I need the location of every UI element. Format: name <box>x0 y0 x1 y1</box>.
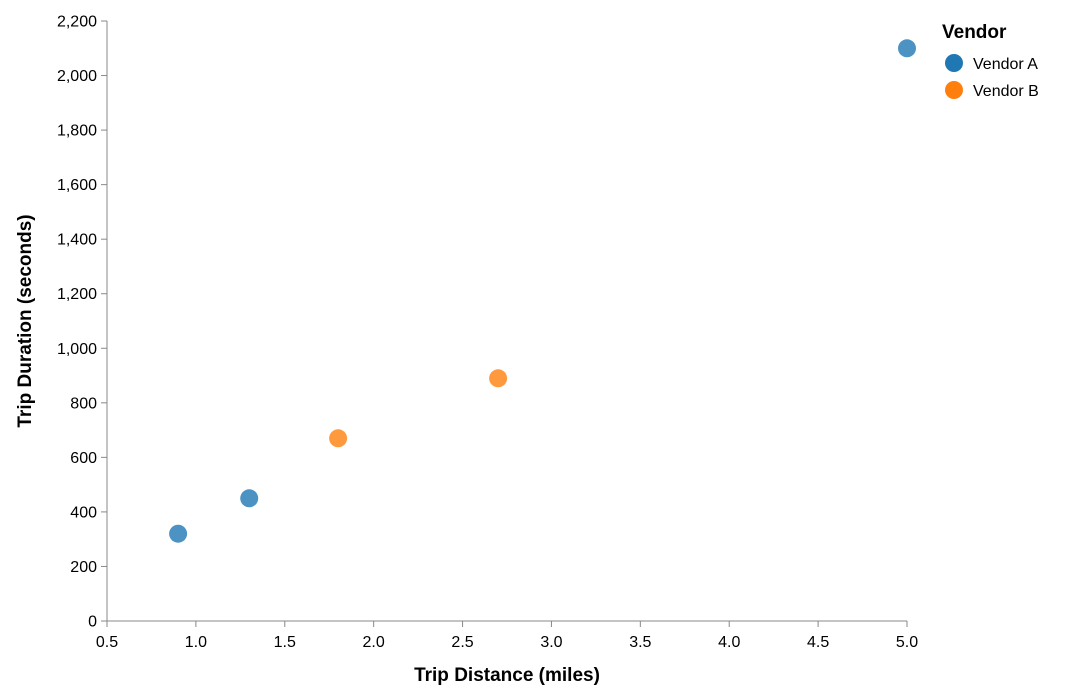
y-tick-label: 1,400 <box>57 232 97 249</box>
data-point-vendor-a <box>240 489 259 508</box>
data-point-vendor-a <box>898 39 916 58</box>
legend-title: Vendor <box>942 22 1007 43</box>
x-tick-label: 1.0 <box>185 634 207 651</box>
data-point-vendor-b <box>329 429 348 448</box>
legend-item-vendor-b: Vendor B <box>945 81 1039 100</box>
x-tick-label: 2.5 <box>451 634 473 651</box>
y-tick-label: 0 <box>88 614 97 631</box>
y-axis-title: Trip Duration (seconds) <box>15 214 36 427</box>
y-tick-label: 1,600 <box>57 177 97 194</box>
y-tick-label: 200 <box>70 559 97 576</box>
x-tick-label: 1.5 <box>274 634 296 651</box>
data-point-vendor-a <box>169 524 188 543</box>
legend: Vendor Vendor A Vendor B <box>942 22 1039 100</box>
legend-item-vendor-a: Vendor A <box>945 54 1038 73</box>
plot-area: 0 200 400 600 800 1,000 1,200 1,400 1,600 1,800 2,… <box>57 14 918 652</box>
legend-swatch-vendor-b <box>945 81 963 99</box>
legend-swatch-vendor-a <box>945 54 963 72</box>
x-tick-label: 0.5 <box>96 634 118 651</box>
y-tick-label: 1,800 <box>57 123 97 140</box>
y-tick-label: 600 <box>70 450 97 467</box>
x-tick-label: 4.5 <box>807 634 829 651</box>
x-tick-label: 3.0 <box>540 634 562 651</box>
x-tick-label: 4.0 <box>718 634 740 651</box>
y-tick-label: 2,200 <box>57 14 97 31</box>
data-point-vendor-b <box>489 369 508 388</box>
legend-label-vendor-b: Vendor B <box>973 83 1039 100</box>
x-axis-title: Trip Distance (miles) <box>414 665 600 686</box>
x-tick-label: 3.5 <box>629 634 651 651</box>
y-tick-label: 2,000 <box>57 68 97 85</box>
x-tick-label: 5.0 <box>896 634 918 651</box>
y-tick-label: 1,000 <box>57 341 97 358</box>
x-tick-label: 2.0 <box>363 634 385 651</box>
legend-label-vendor-a: Vendor A <box>973 56 1038 73</box>
y-tick-label: 1,200 <box>57 286 97 303</box>
y-tick-label: 800 <box>70 395 97 412</box>
y-tick-label: 400 <box>70 504 97 521</box>
